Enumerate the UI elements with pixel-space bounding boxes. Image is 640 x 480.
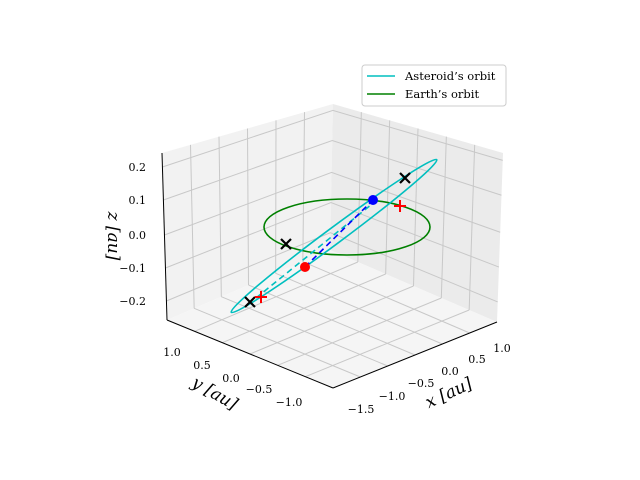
earth-position-marker (300, 262, 310, 272)
gridline (302, 112, 305, 262)
gridline (163, 139, 502, 201)
x-marker (244, 296, 256, 308)
x-tick-label: −1.0 (379, 390, 406, 403)
x-tick-label: −1.5 (348, 403, 375, 416)
legend-label-asteroid: Asteroid’s orbit (404, 69, 496, 83)
x-marker (399, 172, 411, 184)
gridline (440, 136, 447, 299)
y-axis-line (166, 319, 334, 389)
z-tick-label: −0.1 (119, 262, 146, 275)
gridline (165, 202, 500, 269)
gridline (218, 136, 222, 297)
x-tick-label: −0.5 (408, 377, 435, 390)
z-tick-label: 0.0 (129, 229, 147, 242)
x-tick-label: 0.0 (441, 365, 459, 378)
gridlines (162, 109, 503, 378)
z-axis-label: z [au] (103, 211, 123, 261)
gridline (164, 171, 501, 236)
gridline (247, 128, 249, 286)
y-tick-label: 0.0 (222, 372, 240, 385)
y-tick-label: 1.0 (163, 346, 181, 359)
gridline (413, 128, 419, 287)
plus-marker (255, 291, 267, 303)
gridline (305, 309, 470, 378)
legend-label-earth: Earth’s orbit (405, 87, 479, 101)
y-tick-label: −0.5 (246, 383, 273, 396)
gridline (357, 112, 362, 263)
left-pane (162, 104, 333, 320)
gridline (385, 120, 391, 275)
earth-orbit (263, 198, 431, 256)
earth-asteroid-line (304, 199, 374, 268)
z-tick-label: 0.1 (129, 194, 147, 207)
z-tick-label: 0.2 (129, 161, 147, 174)
asteroid-position-marker (368, 195, 378, 205)
plus-marker (394, 200, 406, 212)
asteroid-axis-dashed (255, 203, 373, 299)
z-tick-label: −0.2 (119, 295, 146, 308)
x-marker (280, 238, 292, 250)
right-pane (330, 104, 503, 322)
legend: Asteroid’s orbit Earth’s orbit (361, 64, 507, 107)
y-tick-label: −1.0 (276, 396, 303, 409)
x-tick-label: 0.5 (468, 353, 486, 366)
gridline (166, 232, 498, 303)
x-tick-label: 1.0 (493, 342, 511, 355)
gridline (190, 144, 195, 309)
z-axis-line (161, 152, 168, 321)
y-tick-label: 0.5 (193, 359, 211, 372)
gridline (162, 109, 503, 168)
asteroid-orbit (230, 158, 438, 314)
gridline (468, 144, 476, 311)
x-axis-line (332, 321, 498, 389)
